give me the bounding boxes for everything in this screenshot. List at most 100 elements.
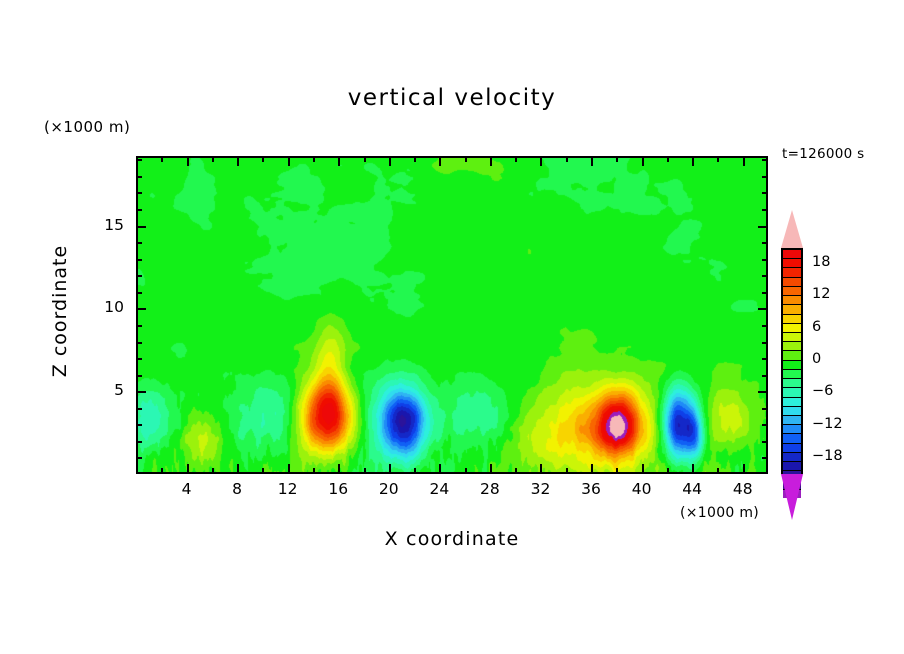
y-tick-minor	[137, 159, 142, 161]
colorbar-band	[783, 286, 801, 297]
x-tick-top	[540, 157, 542, 166]
x-tick-top	[414, 157, 416, 162]
x-tick-label-36: 36	[581, 480, 601, 498]
y-tick-minor	[137, 242, 142, 244]
x-tick-top	[262, 157, 264, 162]
x-tick-minor	[338, 464, 340, 473]
colorbar-band	[783, 351, 801, 361]
x-tick-label-40: 40	[631, 480, 652, 498]
y-tick-minor	[137, 259, 142, 261]
x-tick-minor	[743, 464, 745, 473]
y-tick-minor	[137, 342, 142, 344]
colorbar-band	[783, 434, 801, 444]
y-tick-right	[762, 424, 767, 426]
x-tick-label-32: 32	[530, 480, 551, 498]
x-axis-label: X coordinate	[384, 528, 520, 550]
vertical-velocity-field	[138, 158, 766, 472]
colorbar-band	[783, 268, 801, 278]
x-tick-top	[465, 157, 467, 162]
contour-plot-area	[136, 156, 768, 474]
x-tick-top	[161, 157, 163, 162]
colorbar-label--6: −6	[812, 383, 834, 400]
x-tick-minor	[439, 464, 441, 473]
y-tick-minor	[137, 275, 142, 277]
x-tick-top	[187, 157, 189, 166]
y-tick-right	[762, 342, 767, 344]
y-tick-right	[762, 457, 767, 459]
colorbar-band	[783, 379, 801, 389]
y-tick-minor	[137, 457, 142, 459]
colorbar-under-arrow	[781, 474, 803, 520]
y-tick-minor	[137, 292, 142, 294]
x-axis-unit-label: (×1000 m)	[680, 505, 760, 521]
colorbar-band	[783, 305, 801, 315]
x-tick-label-44: 44	[682, 480, 703, 498]
x-tick-minor	[642, 464, 644, 473]
x-tick-label-20: 20	[378, 480, 399, 498]
y-tick-minor	[137, 358, 142, 360]
colorbar-band	[783, 462, 801, 472]
x-tick-label-8: 8	[232, 480, 243, 498]
x-tick-minor	[364, 468, 366, 473]
x-tick-minor	[414, 468, 416, 473]
y-tick-label-15: 15	[104, 215, 124, 234]
x-tick-top	[212, 157, 214, 162]
x-tick-minor	[616, 468, 618, 473]
x-tick-minor	[717, 468, 719, 473]
colorbar-over-arrow	[781, 210, 803, 248]
x-tick-top	[743, 157, 745, 166]
x-tick-top	[364, 157, 366, 162]
x-tick-top	[692, 157, 694, 166]
colorbar	[781, 248, 803, 498]
y-tick-right	[762, 259, 767, 261]
y-tick-right	[762, 176, 767, 178]
colorbar-label-0: 0	[812, 351, 822, 367]
x-tick-minor	[591, 464, 593, 473]
x-tick-minor	[667, 468, 669, 473]
colorbar-band	[783, 323, 801, 333]
y-tick-minor	[137, 408, 142, 410]
colorbar-band	[783, 388, 801, 398]
y-tick-right	[762, 375, 767, 377]
x-tick-top	[490, 157, 492, 166]
y-tick-right	[758, 391, 767, 393]
y-tick-label-5: 5	[114, 381, 124, 400]
x-tick-minor	[161, 468, 163, 473]
colorbar-band	[783, 397, 801, 407]
x-tick-top	[237, 157, 239, 166]
x-tick-label-12: 12	[277, 480, 298, 498]
x-tick-minor	[692, 464, 694, 473]
colorbar-band	[783, 443, 801, 453]
x-tick-label-16: 16	[328, 480, 349, 498]
y-tick-right	[762, 275, 767, 277]
colorbar-band	[783, 425, 801, 435]
x-tick-top	[616, 157, 618, 162]
x-tick-minor	[540, 464, 542, 473]
colorbar-band	[783, 314, 801, 324]
y-tick-right	[762, 408, 767, 410]
x-tick-top	[566, 157, 568, 162]
x-tick-label-24: 24	[429, 480, 450, 498]
x-tick-minor	[515, 468, 517, 473]
colorbar-band	[783, 342, 801, 352]
y-tick-right	[762, 358, 767, 360]
y-tick-right	[762, 292, 767, 294]
x-tick-label-28: 28	[480, 480, 500, 498]
x-tick-top	[439, 157, 441, 166]
y-tick-right	[762, 159, 767, 161]
x-tick-top	[338, 157, 340, 166]
colorbar-band	[783, 415, 801, 426]
y-tick-right	[762, 441, 767, 443]
y-tick-minor	[137, 308, 146, 310]
y-tick-minor	[137, 209, 142, 211]
y-tick-minor	[137, 192, 142, 194]
x-tick-top	[591, 157, 593, 166]
x-tick-minor	[566, 468, 568, 473]
y-tick-minor	[137, 441, 142, 443]
colorbar-band	[783, 296, 801, 306]
y-tick-right	[762, 325, 767, 327]
colorbar-band	[783, 360, 801, 370]
x-tick-label-48: 48	[732, 480, 753, 498]
y-tick-minor	[137, 424, 142, 426]
x-tick-minor	[490, 464, 492, 473]
